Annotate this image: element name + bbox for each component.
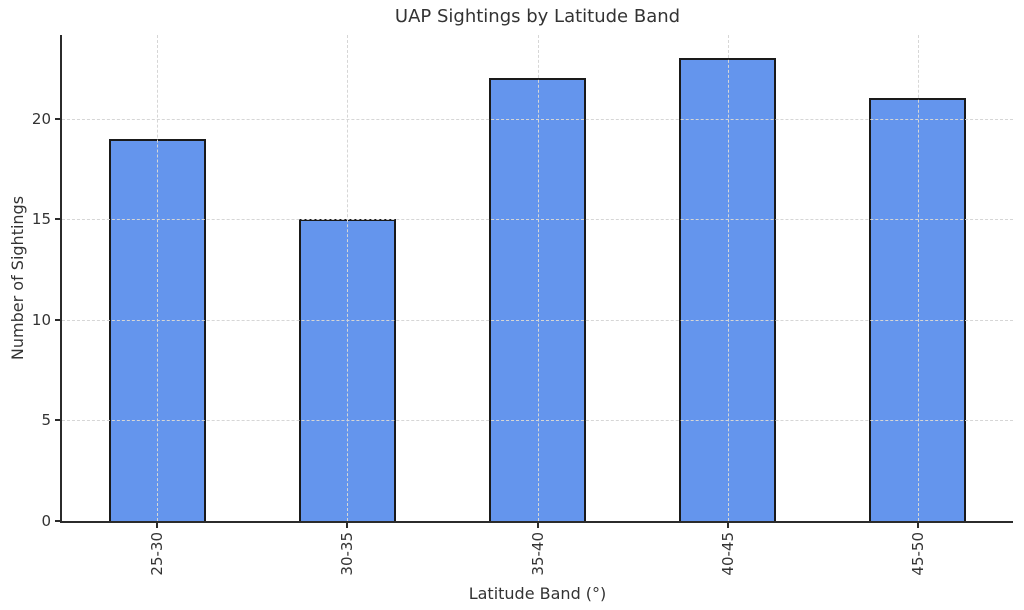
x-tick-label: 40-45: [718, 532, 737, 576]
v-gridline: [917, 35, 919, 521]
y-tick-label: 15: [31, 210, 51, 229]
chart-title: UAP Sightings by Latitude Band: [394, 6, 681, 27]
x-axis-label: Latitude Band (°): [468, 584, 607, 603]
y-tick-label: 10: [31, 310, 51, 329]
x-tick: [156, 523, 159, 528]
y-tick: [55, 419, 60, 422]
x-tick: [346, 523, 349, 528]
x-tick: [916, 523, 919, 528]
x-tick-label: 35-40: [528, 532, 547, 576]
v-gridline: [157, 35, 159, 521]
x-tick: [536, 523, 539, 528]
v-gridline: [537, 35, 539, 521]
y-tick: [55, 117, 60, 120]
y-tick-label: 20: [31, 109, 51, 128]
plot-area: [60, 35, 1013, 523]
x-tick-label: 30-35: [338, 532, 357, 576]
x-tick-label: 25-30: [148, 532, 167, 576]
y-tick-label: 0: [41, 512, 51, 530]
y-tick-label: 5: [41, 411, 51, 430]
y-tick: [55, 218, 60, 221]
x-tick-label: 45-50: [908, 532, 927, 576]
y-tick: [55, 318, 60, 321]
y-tick: [55, 520, 60, 522]
y-axis-label: Number of Sightings: [8, 195, 27, 361]
v-gridline: [347, 35, 349, 521]
x-tick: [726, 523, 729, 528]
v-gridline: [727, 35, 729, 521]
